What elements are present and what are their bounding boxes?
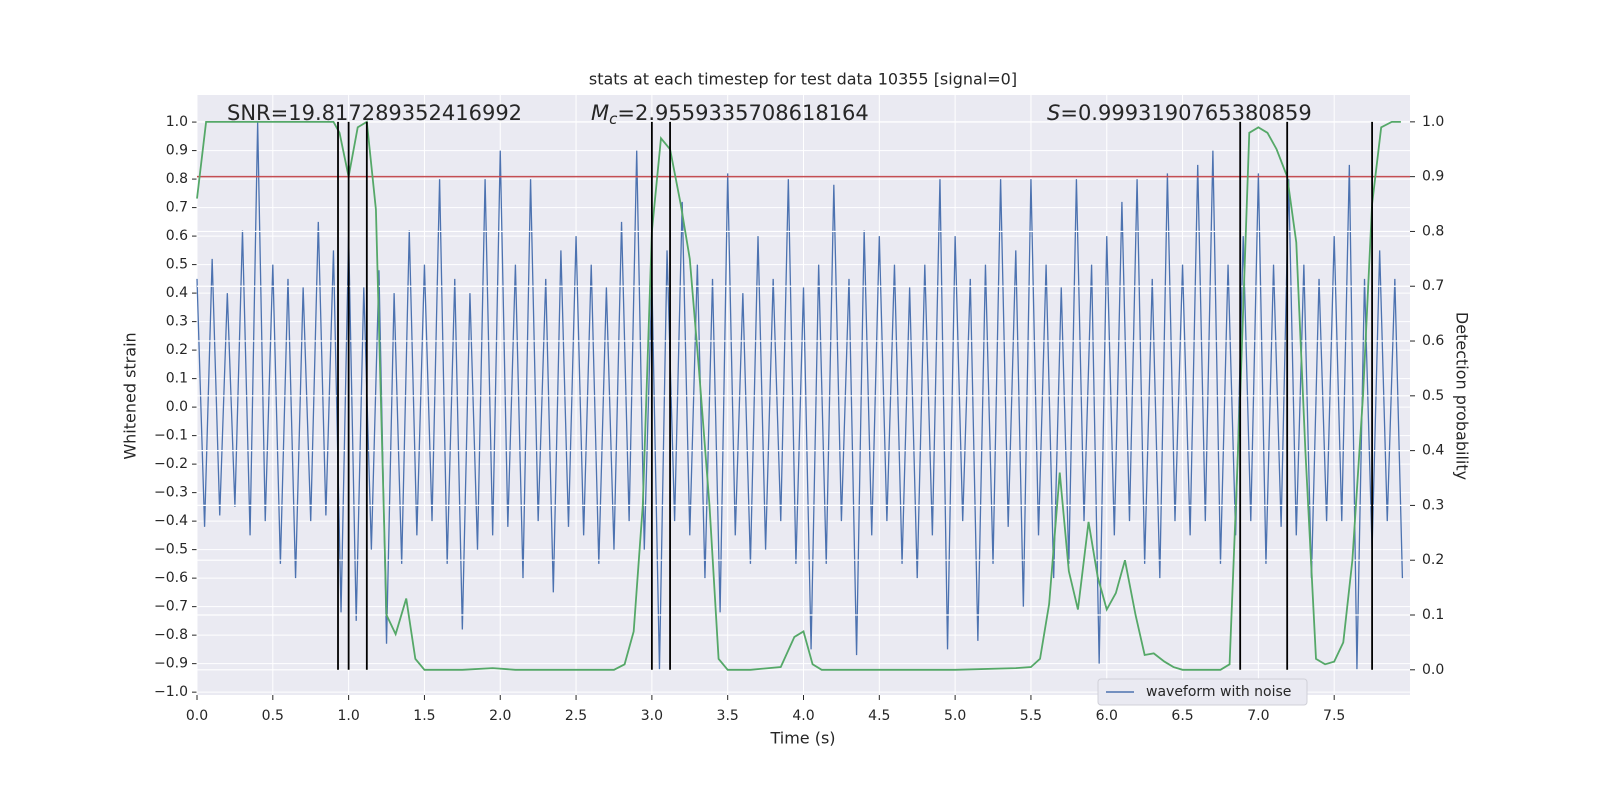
y-tick-label: 0.9	[166, 143, 188, 159]
annotation-symbol: M	[591, 101, 609, 125]
y-tick-label: 0.3	[166, 314, 188, 330]
x-tick-label: 7.5	[1323, 708, 1345, 724]
y-tick-label: 0.7	[166, 200, 188, 216]
legend-box	[1097, 678, 1308, 706]
y-tick-label: −0.3	[154, 485, 188, 501]
x-tick-label: 5.0	[944, 708, 966, 724]
y2-tick-label: 0.5	[1422, 388, 1444, 404]
y2-tick-label: 0.2	[1422, 552, 1444, 568]
x-tick-label: 1.0	[337, 708, 359, 724]
y2-tick-label: 0.1	[1422, 607, 1444, 623]
annotation: S=0.9993190765380859	[1047, 101, 1312, 125]
y-tick-label: −0.4	[154, 513, 188, 529]
y2-tick-label: 0.8	[1422, 223, 1444, 239]
annotation-text: =0.9993190765380859	[1060, 101, 1311, 125]
annotation: SNR=19.817289352416992	[227, 101, 522, 125]
y-tick-label: −0.5	[154, 542, 188, 558]
x-tick-label: 2.0	[489, 708, 511, 724]
x-axis-label: Time (s)	[769, 729, 835, 748]
x-tick-label: 6.5	[1171, 708, 1193, 724]
y-tick-label: 0.5	[166, 257, 188, 273]
x-tick-label: 1.5	[413, 708, 435, 724]
x-tick-label: 0.0	[186, 708, 208, 724]
y2-axis-label: Detection probability	[1453, 312, 1472, 480]
x-tick-label: 2.5	[565, 708, 587, 724]
y-tick-label: −1.0	[154, 684, 188, 700]
y2-tick-label: 0.4	[1422, 443, 1444, 459]
y-tick-label: −0.8	[154, 627, 188, 643]
x-tick-label: 5.5	[1020, 708, 1042, 724]
y-tick-label: 0.1	[166, 371, 188, 387]
y2-tick-label: 0.7	[1422, 278, 1444, 294]
y-tick-label: −0.2	[154, 456, 188, 472]
legend: waveform with noise	[1097, 678, 1308, 706]
y-tick-label: −0.9	[154, 656, 188, 672]
y-tick-label: −0.6	[154, 570, 188, 586]
x-tick-label: 0.5	[262, 708, 284, 724]
y-tick-label: 0.2	[166, 342, 188, 358]
x-tick-label: 4.0	[792, 708, 814, 724]
y-tick-label: 0.0	[166, 399, 188, 415]
y2-tick-label: 0.3	[1422, 497, 1444, 513]
y-tick-label: −0.7	[154, 599, 188, 615]
x-tick-label: 4.5	[868, 708, 890, 724]
y-tick-label: 1.0	[166, 114, 188, 130]
y2-tick-label: 1.0	[1422, 114, 1444, 130]
y-tick-label: 0.4	[166, 285, 188, 301]
y-tick-label: 0.6	[166, 228, 188, 244]
x-tick-label: 7.0	[1247, 708, 1269, 724]
annotation-symbol: S	[1047, 101, 1060, 125]
detection-probability	[196, 120, 1401, 671]
y2-tick-label: 0.9	[1422, 169, 1444, 185]
y2-tick-label: 0.0	[1422, 662, 1444, 678]
y2-tick-label: 0.6	[1422, 333, 1444, 349]
y-tick-label: −0.1	[154, 428, 188, 444]
x-tick-label: 6.0	[1096, 708, 1118, 724]
annotation-subscript: c	[609, 110, 618, 128]
y-axis-label: Whitened strain	[121, 332, 140, 459]
annotation-text: =2.9559335708618164	[617, 101, 868, 125]
legend-label: waveform with noise	[1146, 684, 1291, 700]
annotation: Mc=2.9559335708618164	[591, 101, 869, 128]
waveform	[196, 122, 1404, 670]
y-tick-label: 0.8	[166, 171, 188, 187]
x-tick-label: 3.5	[717, 708, 739, 724]
x-tick-label: 3.0	[641, 708, 663, 724]
chart-title: stats at each timestep for test data 103…	[589, 70, 1017, 89]
